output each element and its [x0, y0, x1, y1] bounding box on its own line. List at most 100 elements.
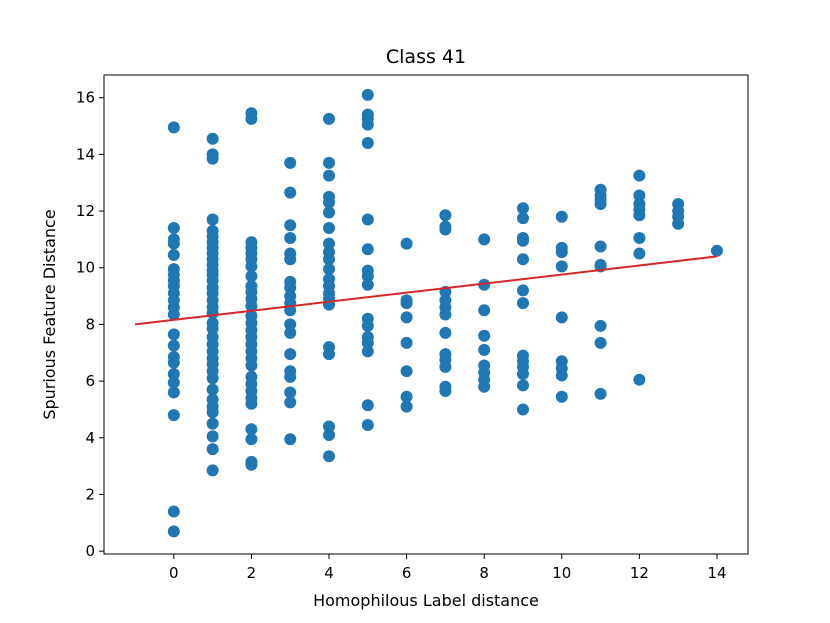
data-point-180	[516, 284, 529, 297]
data-point-91	[284, 231, 297, 244]
data-point-109	[323, 169, 336, 182]
x-axis-label: Homophilous Label distance	[313, 591, 539, 610]
y-tick-label-7: 14	[76, 145, 95, 163]
data-point-136	[361, 270, 374, 283]
data-point-208	[633, 189, 646, 202]
data-point-132	[361, 137, 374, 150]
data-point-104	[284, 386, 297, 399]
points-layer	[167, 88, 723, 538]
chart-title: Class 41	[386, 46, 466, 68]
data-point-168	[478, 304, 491, 317]
y-tick-label-3: 6	[85, 372, 95, 390]
data-point-142	[361, 345, 374, 358]
data-point-167	[478, 278, 491, 291]
data-point-169	[478, 329, 491, 342]
data-point-211	[633, 209, 646, 222]
data-point-219	[710, 244, 723, 257]
data-point-206	[594, 387, 607, 400]
data-point-12	[167, 308, 180, 321]
data-point-200	[594, 197, 607, 210]
data-point-148	[400, 311, 413, 324]
data-point-188	[555, 210, 568, 223]
data-point-85	[245, 433, 258, 446]
data-point-137	[361, 278, 374, 291]
data-point-133	[361, 213, 374, 226]
data-point-26	[206, 213, 219, 226]
data-point-165	[439, 385, 452, 398]
x-tick-label-4: 8	[479, 564, 489, 582]
data-point-57	[206, 443, 219, 456]
data-point-101	[284, 348, 297, 361]
data-point-147	[400, 297, 413, 310]
data-point-151	[400, 390, 413, 403]
data-point-125	[323, 420, 336, 433]
data-point-201	[594, 240, 607, 253]
data-point-56	[206, 430, 219, 443]
data-point-87	[245, 458, 258, 471]
data-point-187	[516, 403, 529, 416]
data-point-19	[167, 386, 180, 399]
data-point-58	[206, 464, 219, 477]
y-axis-label: Spurious Feature Distance	[40, 209, 59, 419]
x-tick-label-1: 2	[247, 564, 257, 582]
data-point-186	[516, 379, 529, 392]
data-point-149	[400, 336, 413, 349]
data-point-99	[284, 318, 297, 331]
x-tick-label-6: 12	[630, 564, 649, 582]
x-tick-label-2: 4	[324, 564, 334, 582]
data-point-17	[167, 368, 180, 381]
data-point-18	[167, 376, 180, 389]
data-point-106	[284, 433, 297, 446]
data-point-145	[400, 237, 413, 250]
data-point-152	[400, 400, 413, 413]
y-tick-label-8: 16	[76, 89, 95, 107]
data-point-65	[245, 260, 258, 273]
data-point-14	[167, 339, 180, 352]
data-point-191	[555, 260, 568, 273]
data-point-88	[284, 156, 297, 169]
x-tick-label-3: 6	[402, 564, 412, 582]
data-point-175	[516, 202, 529, 215]
data-point-112	[323, 206, 336, 219]
data-point-105	[284, 396, 297, 409]
y-tick-label-4: 8	[85, 315, 95, 333]
data-point-108	[323, 156, 336, 169]
data-point-128	[361, 88, 374, 101]
ticks-layer: 0 2 4 6 8 10 12 14 0 2 4 6 8 10 12 14 16	[76, 89, 727, 582]
y-tick-label-2: 4	[85, 429, 95, 447]
y-tick-label-6: 12	[76, 202, 95, 220]
data-point-4	[167, 248, 180, 261]
data-point-213	[633, 247, 646, 260]
data-point-159	[439, 308, 452, 321]
data-point-100	[284, 326, 297, 339]
data-point-90	[284, 219, 297, 232]
data-point-89	[284, 186, 297, 199]
data-point-54	[206, 406, 219, 419]
data-point-116	[323, 253, 336, 266]
data-point-179	[516, 253, 529, 266]
data-point-84	[245, 423, 258, 436]
data-point-60	[245, 112, 258, 125]
data-point-124	[323, 348, 336, 361]
data-point-16	[167, 356, 180, 369]
x-tick-label-7: 14	[707, 564, 726, 582]
data-point-176	[516, 212, 529, 225]
data-point-66	[245, 270, 258, 283]
y-tick-label-0: 0	[85, 542, 95, 560]
data-point-160	[439, 326, 452, 339]
data-point-93	[284, 253, 297, 266]
data-point-218	[672, 217, 685, 230]
data-point-103	[284, 370, 297, 383]
data-point-43	[206, 322, 219, 335]
x-tick-label-0: 0	[169, 564, 179, 582]
data-point-166	[478, 233, 491, 246]
data-point-83	[245, 397, 258, 410]
data-point-51	[206, 383, 219, 396]
data-point-20	[167, 409, 180, 422]
data-point-131	[361, 118, 374, 131]
data-point-114	[323, 237, 336, 250]
data-point-95	[284, 281, 297, 294]
data-point-212	[633, 231, 646, 244]
data-point-205	[594, 336, 607, 349]
